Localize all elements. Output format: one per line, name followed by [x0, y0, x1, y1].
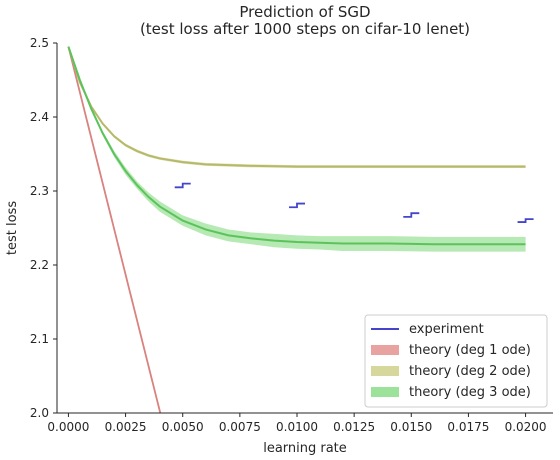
x-tick-label-8: 0.0200 [505, 420, 547, 434]
x-tick-label-5: 0.0125 [333, 420, 375, 434]
theory-deg-3-ode-band [68, 46, 526, 252]
legend-box [364, 314, 548, 408]
y-tick-label-0: 2.0 [30, 406, 49, 420]
x-tick-label-1: 0.0025 [105, 420, 147, 434]
y-tick-label-2: 2.2 [30, 258, 49, 272]
theory-deg-1-ode-line [67, 46, 162, 413]
legend-label-experiment: experiment [409, 322, 484, 337]
y-tick-label-3: 2.3 [30, 184, 49, 198]
experiment-point-4 [517, 218, 534, 223]
theory-deg-3-ode-line [67, 46, 526, 246]
experiment-point-1 [174, 182, 191, 189]
experiment-point-2 [289, 202, 305, 209]
axes: 0.0000 0.0025 0.0050 0.0075 0.0100 0.0125 0.01… [5, 36, 553, 456]
legend-label-theory-deg-1-ode: theory (deg 1 ode) [409, 343, 531, 358]
y-axis-label: test loss [5, 201, 20, 255]
legend-label-theory-deg-2-ode: theory (deg 2 ode) [409, 364, 531, 379]
legend-label-theory-deg-3-ode: theory (deg 3 ode) [409, 385, 531, 400]
x-tick-label-4: 0.0100 [276, 420, 318, 434]
y-tick-label-1: 2.1 [30, 332, 49, 346]
legend-swatch-theory-deg-3-ode [371, 387, 399, 397]
y-tick-label-4: 2.4 [30, 110, 49, 124]
x-tick-label-7: 0.0175 [447, 420, 489, 434]
plot-area [67, 45, 534, 413]
x-tick-label-2: 0.0050 [162, 420, 204, 434]
x-tick-label-6: 0.0150 [390, 420, 432, 434]
legend: experiment theory (deg 1 ode) theory (deg … [364, 314, 548, 408]
theory-deg-2-ode-line [67, 46, 526, 168]
x-tick-label-3: 0.0075 [219, 420, 261, 434]
experiment-point-3 [403, 212, 420, 218]
theory-deg-2-ode-band [68, 45, 526, 169]
chart-title-line-2: (test loss after 1000 steps on cifar-10 … [140, 20, 470, 38]
x-tick-label-0: 0.0000 [47, 420, 89, 434]
y-tick-label-5: 2.5 [30, 36, 49, 50]
legend-swatch-theory-deg-1-ode [371, 345, 399, 355]
chart-title-line-1: Prediction of SGD [239, 3, 370, 21]
legend-swatch-theory-deg-2-ode [371, 366, 399, 376]
x-axis-label: learning rate [263, 441, 347, 456]
chart-title: Prediction of SGD(test loss after 1000 s… [140, 3, 470, 38]
